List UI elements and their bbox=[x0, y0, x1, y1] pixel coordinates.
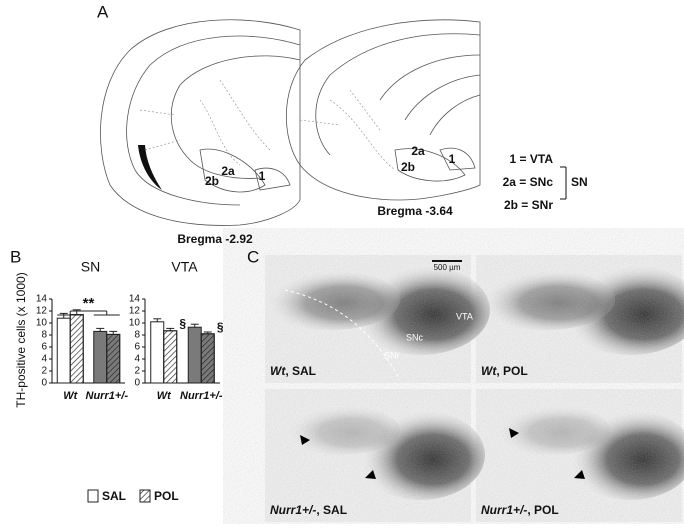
bar-hatch bbox=[200, 333, 215, 384]
x-tick-label: Nurr1+/- bbox=[180, 390, 223, 402]
y-tick-label: 6 bbox=[134, 342, 140, 353]
key-entry: 1 = VTA bbox=[510, 152, 554, 166]
region-label: 1 bbox=[259, 169, 266, 183]
key-group: SN bbox=[571, 175, 588, 189]
y-tick-label: 2 bbox=[134, 366, 140, 377]
y-tick-label: 4 bbox=[41, 354, 47, 365]
region-label: 2b bbox=[401, 160, 415, 174]
y-tick-label: 0 bbox=[41, 378, 47, 389]
bar-hatch bbox=[163, 330, 178, 384]
caption-genotype: Wt bbox=[270, 364, 286, 378]
region-label: 2a bbox=[411, 144, 425, 158]
panel-label: B bbox=[10, 247, 21, 266]
region-label: VTA bbox=[456, 311, 473, 321]
significance: § bbox=[217, 320, 224, 334]
bar-hatch bbox=[69, 314, 84, 384]
region-label: 2b bbox=[205, 174, 219, 188]
legend-label: SAL bbox=[102, 489, 126, 503]
caption-genotype: Wt bbox=[481, 364, 497, 378]
region-label: SNc bbox=[406, 332, 424, 342]
key-entry: 2a = SNc bbox=[503, 175, 554, 189]
y-tick-label: 12 bbox=[129, 306, 141, 317]
y-axis-label: TH-positive cells (x 1000) bbox=[14, 272, 28, 407]
legend-label: POL bbox=[154, 489, 179, 503]
caption-genotype: Nurr1+/- bbox=[481, 503, 527, 517]
bar bbox=[187, 326, 202, 384]
bar bbox=[150, 321, 165, 384]
x-tick-label: Nurr1+/- bbox=[86, 390, 129, 402]
caption-treatment: , SAL bbox=[316, 503, 347, 517]
scale-bar-label: 500 µm bbox=[434, 263, 461, 272]
chart-title: SN bbox=[81, 259, 100, 275]
image-caption: Nurr1+/-, SAL bbox=[270, 503, 347, 517]
region-label: 2a bbox=[221, 164, 235, 178]
section-caption: Bregma -2.92 bbox=[177, 232, 253, 246]
caption-treatment: , POL bbox=[527, 503, 558, 517]
caption-treatment: , SAL bbox=[285, 364, 316, 378]
section-caption: Bregma -3.64 bbox=[377, 204, 453, 218]
caption-genotype: Nurr1+/- bbox=[270, 503, 316, 517]
y-tick-label: 4 bbox=[134, 354, 140, 365]
y-tick-label: 10 bbox=[129, 318, 141, 329]
y-tick-label: 14 bbox=[36, 294, 48, 305]
region-label: SNr bbox=[384, 350, 400, 360]
x-tick-label: Wt bbox=[157, 390, 172, 402]
brain-section-right bbox=[286, 19, 481, 201]
y-tick-label: 8 bbox=[134, 330, 140, 341]
legend-swatch bbox=[87, 489, 99, 503]
y-tick-label: 14 bbox=[129, 294, 141, 305]
legend-swatch-hatch bbox=[139, 489, 151, 503]
region-label: 1 bbox=[449, 152, 456, 166]
y-tick-label: 8 bbox=[41, 330, 47, 341]
panel-label: A bbox=[97, 2, 109, 21]
y-tick-label: 10 bbox=[36, 318, 48, 329]
x-tick-label: Wt bbox=[63, 390, 78, 402]
y-tick-label: 2 bbox=[41, 366, 47, 377]
caption-treatment: , POL bbox=[496, 364, 527, 378]
brain-section-left bbox=[100, 19, 301, 226]
bar bbox=[93, 330, 108, 384]
bar bbox=[56, 317, 71, 384]
significance: ** bbox=[83, 295, 95, 312]
key-entry: 2b = SNr bbox=[504, 198, 553, 212]
y-tick-label: 12 bbox=[36, 306, 48, 317]
significance: § bbox=[179, 317, 186, 331]
y-tick-label: 0 bbox=[134, 378, 140, 389]
panel-label: C bbox=[247, 247, 259, 266]
micrographs bbox=[260, 255, 684, 522]
chart-title: VTA bbox=[171, 259, 198, 275]
image-caption: Wt, POL bbox=[481, 364, 528, 378]
image-caption: Nurr1+/-, POL bbox=[481, 503, 559, 517]
bar-hatch bbox=[106, 333, 121, 384]
image-caption: Wt, SAL bbox=[270, 364, 316, 378]
y-tick-label: 6 bbox=[41, 342, 47, 353]
